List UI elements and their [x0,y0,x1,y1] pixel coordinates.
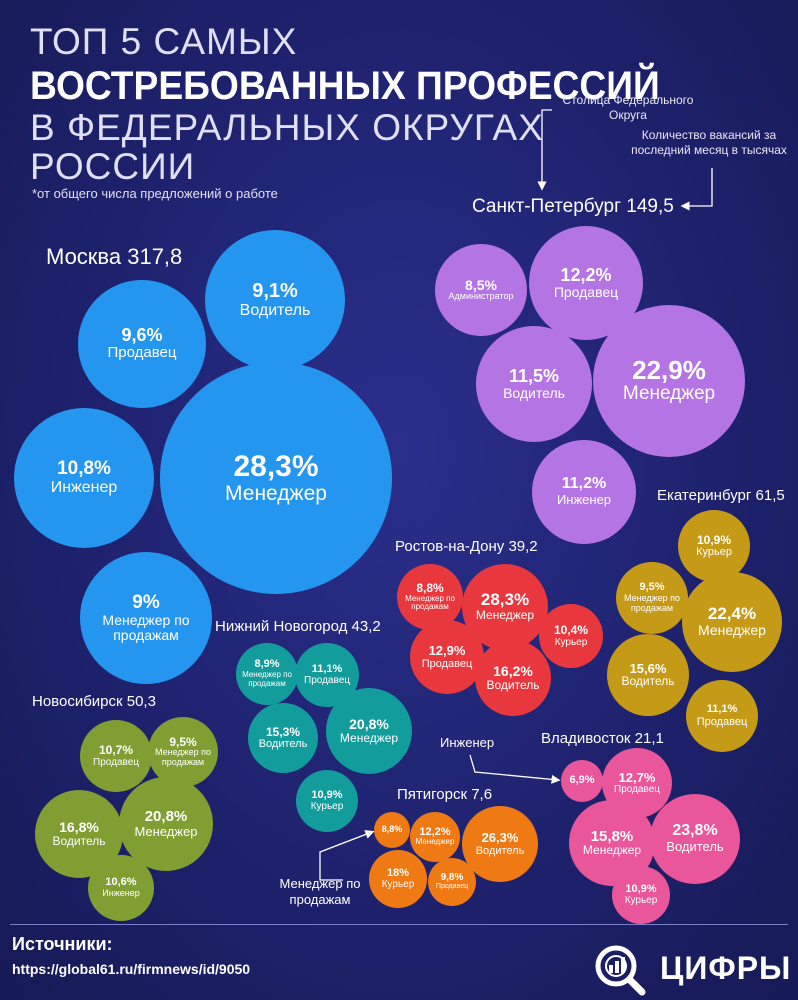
magnifier-logo-icon [595,945,646,996]
bubble-ekb-driver: 15,6% Водитель [607,634,689,716]
bubble-spb-manager: 22,9% Менеджер [593,305,745,457]
bubble-vlad-driver: 23,8% Водитель [650,794,740,884]
bubble-rostov-sales-manager: 8,8% Менеджер по продажам [397,564,463,630]
bubble-moscow-sales-manager: 9% Менеджер по продажам [80,552,212,684]
bubble-vlad-courier: 10,9% Курьер [612,866,670,924]
bubble-vlad-engineer: 6,9% [561,760,603,802]
bubble-pyat-seller: 9,8% Продавец [428,858,476,906]
region-ekb-label: Екатеринбург 61,5 [657,487,785,504]
footer-divider [10,924,788,925]
bubble-nnov-courier: 10,9% Курьер [296,770,358,832]
title-line-1: ТОП 5 САМЫХ [30,21,298,62]
bubble-spb-admin: 8,5% Администратор [435,244,527,336]
engineer-arrow [469,754,561,784]
bubble-moscow-seller: 9,6% Продавец [78,280,206,408]
bubble-pyat-courier: 18% Курьер [369,850,427,908]
region-nsk-label: Новосибирск 50,3 [32,693,156,710]
bubble-moscow-manager: 28,3% Менеджер [160,362,392,594]
vacancies-arrow [680,168,713,211]
bubble-ekb-manager: 22,4% Менеджер [682,572,782,672]
sources-label: Источники: [12,934,113,954]
legend-sales-manager-label: Менеджер по продажам [279,876,361,907]
bubble-nsk-engineer: 10,6% Инженер [88,855,154,921]
region-spb-label: Санкт-Петербург 149,5 [472,196,674,217]
bubble-nsk-seller: 10,7% Продавец [80,720,152,792]
region-pyat-label: Пятигорск 7,6 [397,786,493,803]
bubble-moscow-driver: 9,1% Водитель [205,230,345,370]
logo-text: ЦИФРЫ [660,950,792,986]
bubble-nnov-driver: 15,3% Водитель [248,703,318,773]
sales-manager-arrow [319,830,375,881]
title-line-2: ВОСТРЕБОВАННЫХ ПРОФЕССИЙ [30,64,660,108]
legend-vacancies-note: Количество вакансий за последний месяц в… [631,128,787,157]
bubble-rostov-courier: 10,4% Курьер [539,604,603,668]
bubble-moscow-engineer: 10,8% Инженер [14,408,154,548]
bubble-nsk-sales-manager: 9,5% Менеджер по продажам [148,717,218,787]
bubble-rostov-driver: 16,2% Водитель [475,640,551,716]
bubble-ekb-sales-manager: 9,5% Менеджер по продажам [616,562,688,634]
bubble-spb-engineer: 11,2% Инженер [532,440,636,544]
bubble-nnov-sales-manager: 8,9% Менеджер по продажам [236,643,298,705]
bubble-ekb-courier: 10,9% Курьер [678,510,750,582]
legend-engineer-label: Инженер [440,735,495,750]
bubble-nnov-manager: 20,8% Менеджер [326,688,412,774]
bubble-pyat-sales-manager: 8,8% [374,812,410,848]
sources-link[interactable]: https://global61.ru/firmnews/id/9050 [12,961,251,977]
bubble-rostov-seller: 12,9% Продавец [410,620,484,694]
bubble-spb-driver: 11,5% Водитель [476,326,592,442]
bubble-nsk-manager: 20,8% Менеджер [119,777,213,871]
bubble-pyat-manager: 12,2% Менеджер [410,812,460,862]
bubble-pyat-driver: 26,3% Водитель [462,806,538,882]
title-line-3: В ФЕДЕРАЛЬНЫХ ОКРУГАХ [30,107,544,148]
region-nnov-label: Нижний Новогород 43,2 [215,618,381,635]
region-rostov-label: Ростов-на-Дону 39,2 [395,538,538,555]
capital-arrow [537,109,552,191]
title-line-4: РОССИИ [30,146,196,187]
footnote: *от общего числа предложений о работе [32,186,278,201]
region-vlad-label: Владивосток 21,1 [541,730,664,747]
legend-capital-note: Столица Федерального Округа [562,93,694,122]
bubble-ekb-seller: 11,1% Продавец [686,680,758,752]
region-moscow-label: Москва 317,8 [46,244,183,269]
